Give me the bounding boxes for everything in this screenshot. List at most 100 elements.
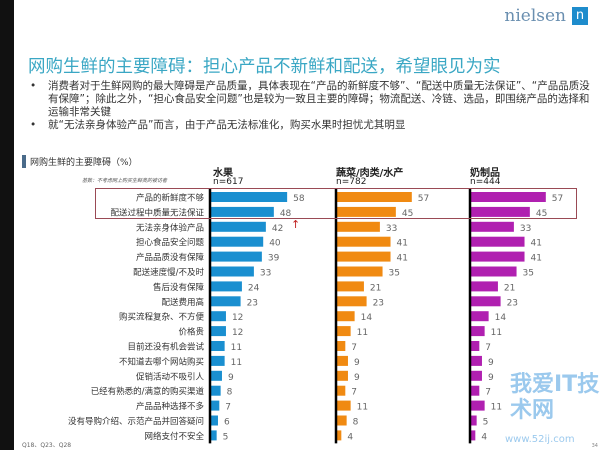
page-title: 网购生鲜的主要障碍：担心产品不新鲜和配送，希望眼见为实 xyxy=(28,57,501,77)
category-label: 目前还没有机会尝试 xyxy=(127,342,204,353)
data-label: 33 xyxy=(260,269,271,279)
bar xyxy=(336,236,391,247)
data-label: 5 xyxy=(223,432,229,442)
data-label: 4 xyxy=(347,432,353,442)
bar xyxy=(336,206,396,217)
left-decor-bar xyxy=(0,0,14,450)
category-label: 购买流程复杂、不方便 xyxy=(119,312,205,323)
bar xyxy=(470,355,482,366)
data-label: 11 xyxy=(357,328,368,338)
bar xyxy=(470,415,477,426)
data-label: 23 xyxy=(507,298,518,308)
bar xyxy=(210,370,222,381)
bar xyxy=(210,236,264,247)
bar xyxy=(336,221,380,232)
bar xyxy=(336,311,355,322)
bar xyxy=(470,266,517,277)
category-label: 已经有熟悉的/满意的购买渠道 xyxy=(91,386,205,397)
bar xyxy=(336,370,348,381)
bullet-item: 消费者对于生鲜网购的最大障碍是产品质量，具体表现在“产品的新鲜度不够”、“配送中… xyxy=(30,80,595,119)
category-label: 配送费用高 xyxy=(161,297,204,308)
bar xyxy=(210,281,242,292)
data-label: 12 xyxy=(232,313,243,323)
bar xyxy=(470,251,525,262)
bar xyxy=(210,415,218,426)
bar xyxy=(210,311,226,322)
data-label: 57 xyxy=(552,194,563,204)
series-header: 奶制品 n=444 xyxy=(470,168,501,187)
bullet-list: 消费者对于生鲜网购的最大障碍是产品质量，具体表现在“产品的新鲜度不够”、“配送中… xyxy=(30,80,595,132)
data-label: 35 xyxy=(389,269,400,279)
bar xyxy=(470,326,485,337)
bar xyxy=(470,400,485,411)
category-label: 配送速度慢/不及时 xyxy=(133,267,204,278)
bar xyxy=(470,192,546,202)
data-label: 9 xyxy=(354,358,360,368)
bar xyxy=(210,400,220,411)
data-label: 7 xyxy=(485,343,491,353)
data-label: 11 xyxy=(491,403,502,413)
bar xyxy=(336,251,391,262)
data-label: 7 xyxy=(225,403,231,413)
category-label: 担心食品安全问题 xyxy=(136,237,205,248)
category-label: 产品品质没有保障 xyxy=(136,252,205,263)
bar xyxy=(336,192,412,202)
up-arrow-icon: ↑ xyxy=(291,218,301,231)
data-label: 11 xyxy=(357,403,368,413)
bar xyxy=(470,311,489,322)
bar xyxy=(210,355,225,366)
page-number: 34 xyxy=(591,443,598,449)
bar xyxy=(336,266,383,277)
data-label: 48 xyxy=(280,209,292,219)
bar xyxy=(336,415,347,426)
bar xyxy=(336,341,346,351)
bar xyxy=(470,296,501,307)
watermark-url: www.52ij.com xyxy=(505,434,575,445)
bar xyxy=(210,326,226,337)
base-note: 基数：不考虑网上购买生鲜类的被访者 xyxy=(82,178,168,184)
data-label: 6 xyxy=(224,418,230,428)
data-label: 9 xyxy=(488,358,494,368)
category-label: 网络支付不安全 xyxy=(144,431,204,442)
bar xyxy=(470,341,480,351)
data-label: 57 xyxy=(418,194,429,204)
bar xyxy=(210,266,254,277)
data-label: 7 xyxy=(485,388,491,398)
data-label: 5 xyxy=(483,418,489,428)
data-label: 35 xyxy=(523,269,534,279)
data-label: 42 xyxy=(272,224,283,234)
data-label: 21 xyxy=(504,283,515,293)
chart-title: 网购生鲜的主要障碍（%） xyxy=(22,155,138,168)
data-label: 45 xyxy=(402,209,413,219)
bar xyxy=(336,385,346,396)
category-label: 不知道去哪个网站购买 xyxy=(119,356,204,367)
bar xyxy=(210,385,221,396)
data-label: 40 xyxy=(269,239,281,249)
bar xyxy=(470,385,480,396)
category-label: 无法亲身体验产品 xyxy=(136,222,204,233)
bar xyxy=(336,281,364,292)
category-label: 价格贵 xyxy=(178,327,204,338)
bar xyxy=(210,221,266,232)
data-label: 7 xyxy=(351,343,357,353)
category-label: 产品品种选择不多 xyxy=(136,401,205,412)
data-label: 14 xyxy=(361,313,373,323)
bar xyxy=(210,296,241,307)
data-label: 39 xyxy=(268,254,280,264)
data-label: 41 xyxy=(531,239,542,249)
data-label: 23 xyxy=(373,298,384,308)
category-label: 售后没有保障 xyxy=(153,282,205,293)
data-label: 41 xyxy=(531,254,542,264)
bar xyxy=(210,206,274,217)
bar xyxy=(470,221,514,232)
bar xyxy=(210,341,225,351)
source-note: Q18、Q23、Q28 xyxy=(22,442,72,449)
bullet-item: 就“无法亲身体验产品”而言，由于产品无法标准化，购买水果时担忧尤其明显 xyxy=(30,119,595,132)
data-label: 21 xyxy=(370,283,381,293)
data-label: 45 xyxy=(536,209,547,219)
data-label: 9 xyxy=(488,373,494,383)
data-label: 11 xyxy=(491,328,502,338)
data-label: 7 xyxy=(351,388,357,398)
bar xyxy=(336,430,342,441)
data-label: 41 xyxy=(397,239,408,249)
